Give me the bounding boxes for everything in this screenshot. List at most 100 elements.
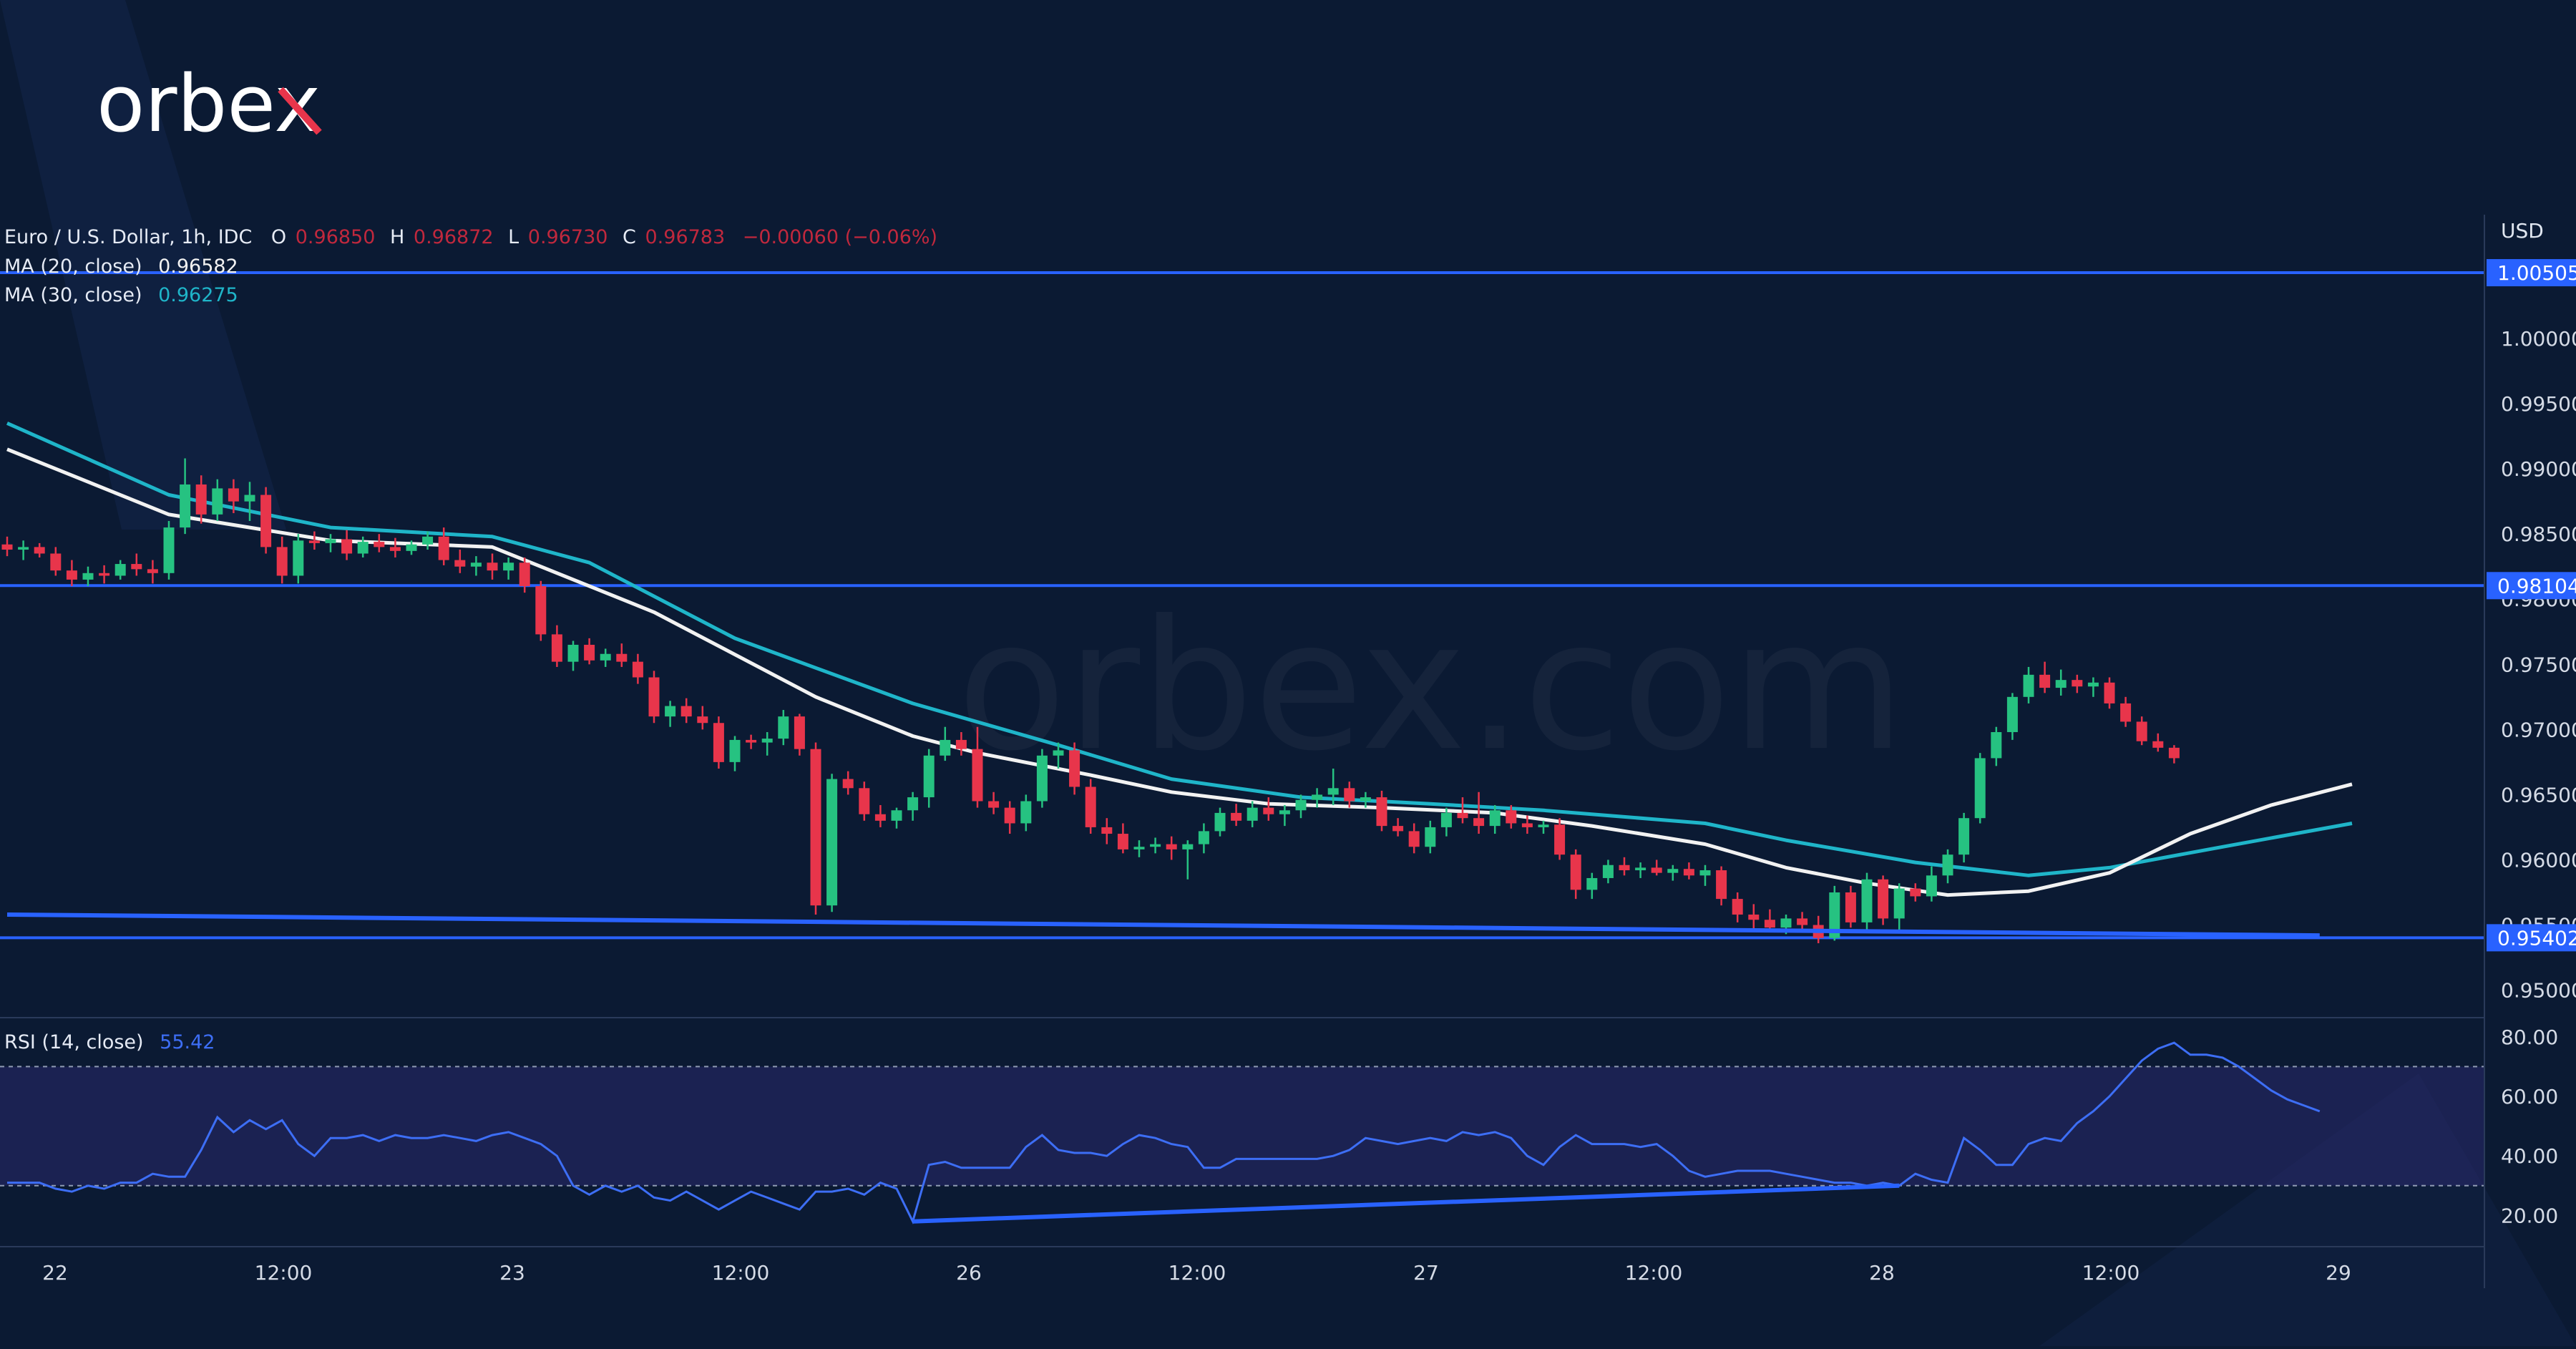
candle[interactable] — [66, 560, 77, 587]
candle[interactable] — [519, 557, 530, 593]
candle[interactable] — [276, 536, 288, 584]
candle[interactable] — [680, 698, 692, 724]
candle[interactable] — [907, 792, 919, 821]
candle[interactable] — [325, 534, 336, 552]
candle[interactable] — [244, 482, 255, 521]
candle[interactable] — [1667, 865, 1679, 881]
candle[interactable] — [163, 520, 175, 580]
candle[interactable] — [1974, 753, 1986, 824]
candle[interactable] — [1312, 788, 1323, 808]
candle[interactable] — [1263, 797, 1274, 821]
candle[interactable] — [212, 479, 223, 521]
candle[interactable] — [1893, 883, 1905, 930]
candle[interactable] — [454, 550, 466, 573]
candle[interactable] — [2104, 677, 2115, 709]
candle[interactable] — [470, 556, 482, 576]
candle[interactable] — [82, 566, 94, 587]
candle[interactable] — [713, 716, 724, 769]
candle[interactable] — [665, 701, 676, 727]
candle[interactable] — [341, 530, 353, 560]
candle[interactable] — [1425, 820, 1436, 854]
candle[interactable] — [1506, 804, 1517, 829]
candle[interactable] — [260, 487, 272, 554]
candle[interactable] — [487, 553, 498, 580]
candle[interactable] — [1991, 726, 2002, 766]
candle[interactable] — [1942, 849, 1953, 884]
candle[interactable] — [2072, 674, 2083, 693]
candle[interactable] — [535, 580, 547, 641]
candle[interactable] — [955, 731, 967, 756]
candle[interactable] — [1214, 807, 1226, 837]
candle[interactable] — [1198, 823, 1209, 854]
candle[interactable] — [1069, 742, 1080, 795]
candle[interactable] — [422, 531, 434, 550]
candle[interactable] — [374, 534, 385, 552]
candle[interactable] — [1651, 859, 1662, 876]
candle[interactable] — [1036, 749, 1048, 808]
candle[interactable] — [1538, 820, 1549, 834]
candle[interactable] — [1619, 857, 1630, 876]
candle[interactable] — [940, 726, 951, 761]
candle[interactable] — [1845, 885, 1856, 928]
candle[interactable] — [147, 560, 158, 584]
candle[interactable] — [1004, 801, 1015, 834]
candle[interactable] — [1101, 818, 1113, 844]
candle[interactable] — [1764, 909, 1775, 930]
candle[interactable] — [1473, 792, 1485, 834]
candle[interactable] — [1, 536, 13, 557]
candle[interactable] — [1635, 862, 1646, 878]
candle[interactable] — [1910, 883, 1921, 902]
candle[interactable] — [761, 731, 773, 756]
candle[interactable] — [2023, 666, 2034, 703]
candle[interactable] — [1748, 904, 1760, 932]
candle[interactable] — [34, 542, 45, 557]
candle[interactable] — [406, 540, 417, 555]
candle[interactable] — [923, 749, 935, 808]
candle[interactable] — [1133, 840, 1145, 857]
candle[interactable] — [1360, 792, 1371, 808]
candle[interactable] — [632, 653, 643, 684]
candle[interactable] — [357, 536, 369, 557]
candle[interactable] — [600, 648, 611, 667]
candle[interactable] — [1958, 812, 1970, 863]
candle[interactable] — [2120, 696, 2132, 727]
candle[interactable] — [1586, 872, 1598, 900]
candle[interactable] — [648, 671, 660, 724]
candle[interactable] — [18, 540, 29, 560]
candle[interactable] — [778, 710, 789, 746]
candle[interactable] — [1570, 849, 1581, 900]
rsi-trendline[interactable] — [912, 1183, 1900, 1224]
candle[interactable] — [1732, 892, 1743, 922]
support-trendline[interactable] — [6, 912, 2320, 938]
candle[interactable] — [2055, 669, 2067, 696]
candle[interactable] — [859, 781, 870, 821]
candle[interactable] — [1279, 804, 1290, 827]
candle[interactable] — [2039, 661, 2051, 693]
candle[interactable] — [2152, 733, 2164, 752]
candle[interactable] — [1246, 801, 1258, 827]
candle[interactable] — [1926, 866, 1937, 902]
candle[interactable] — [1489, 804, 1501, 834]
candle[interactable] — [697, 706, 708, 730]
candle[interactable] — [972, 726, 983, 808]
candle[interactable] — [1716, 866, 1727, 906]
candle[interactable] — [1182, 840, 1194, 880]
candle[interactable] — [308, 531, 320, 550]
candle[interactable] — [99, 565, 110, 584]
candle[interactable] — [2087, 677, 2099, 697]
candle[interactable] — [2006, 693, 2018, 740]
candle[interactable] — [1521, 815, 1533, 834]
candle[interactable] — [729, 736, 741, 771]
candle[interactable] — [1797, 912, 1808, 930]
candle[interactable] — [1231, 804, 1242, 827]
candle[interactable] — [180, 458, 191, 535]
candle[interactable] — [891, 807, 902, 829]
candle[interactable] — [1602, 859, 1614, 884]
candle[interactable] — [567, 641, 579, 671]
candle[interactable] — [1020, 794, 1032, 832]
candle[interactable] — [50, 547, 62, 576]
candle[interactable] — [1878, 875, 1889, 925]
candle[interactable] — [1344, 781, 1355, 808]
candle[interactable] — [1053, 742, 1064, 769]
candle[interactable] — [1554, 818, 1566, 860]
